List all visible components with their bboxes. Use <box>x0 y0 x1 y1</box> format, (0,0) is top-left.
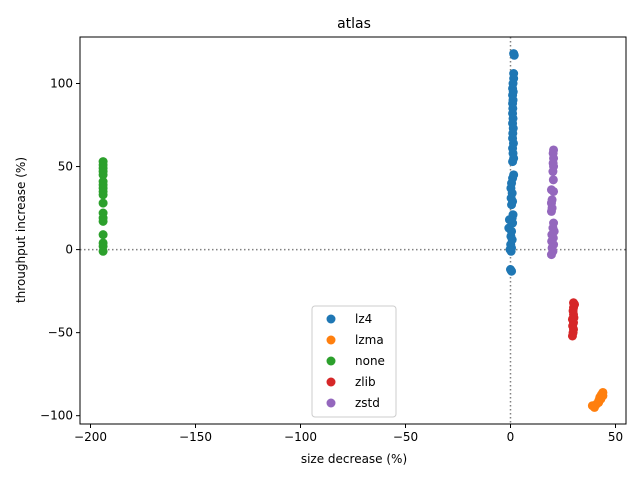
data-point-lzma <box>594 397 604 407</box>
data-point-lzma <box>598 391 608 401</box>
x-tick-label: −50 <box>393 430 418 444</box>
y-tick-label: 0 <box>65 243 73 257</box>
x-tick-label: 50 <box>608 430 623 444</box>
data-point-none <box>98 246 108 256</box>
legend-label-zlib: zlib <box>355 375 376 389</box>
data-point-lz4 <box>508 157 518 167</box>
y-tick-label: −100 <box>40 409 73 423</box>
data-point-zlib <box>567 331 577 341</box>
data-point-lz4 <box>507 266 517 276</box>
data-point-lz4 <box>507 200 517 210</box>
data-point-zstd <box>548 167 558 177</box>
legend-marker-zlib <box>326 377 336 387</box>
data-point-none <box>98 230 108 240</box>
legend-box <box>311 305 397 418</box>
data-point-none <box>98 170 108 180</box>
data-point-none <box>98 190 108 200</box>
data-point-zstd <box>549 186 559 196</box>
data-point-lz4 <box>506 246 516 256</box>
x-axis-label: size decrease (%) <box>301 452 407 466</box>
data-point-zstd <box>546 250 556 260</box>
data-point-lz4 <box>509 50 519 60</box>
x-tick-label: −100 <box>284 430 317 444</box>
plot-area: −200 −150 −100 −50 0 50 −100 −50 0 50 100 lz4 lzma no… <box>40 36 627 444</box>
y-tick-label: 50 <box>58 160 73 174</box>
legend-label-lz4: lz4 <box>355 312 372 326</box>
x-tick-label: −150 <box>179 430 212 444</box>
legend-marker-lz4 <box>326 314 336 324</box>
y-tick-label: 100 <box>50 77 73 91</box>
chart-title: atlas <box>337 16 371 32</box>
legend-label-lzma: lzma <box>355 333 384 347</box>
x-tick-label: −200 <box>74 430 107 444</box>
data-point-none <box>98 198 108 208</box>
legend-label-zstd: zstd <box>355 396 380 410</box>
x-tick-label: 0 <box>507 430 515 444</box>
legend-marker-none <box>326 356 336 366</box>
data-point-zstd <box>546 206 556 216</box>
legend-label-none: none <box>355 354 385 368</box>
y-tick-label: −50 <box>48 326 73 340</box>
data-point-none <box>98 216 108 226</box>
y-axis-label: throughput increase (%) <box>14 157 28 303</box>
axes-frame <box>79 36 627 425</box>
legend-marker-lzma <box>326 335 336 345</box>
data-point-zstd <box>548 175 558 185</box>
legend-marker-zstd <box>326 398 336 408</box>
